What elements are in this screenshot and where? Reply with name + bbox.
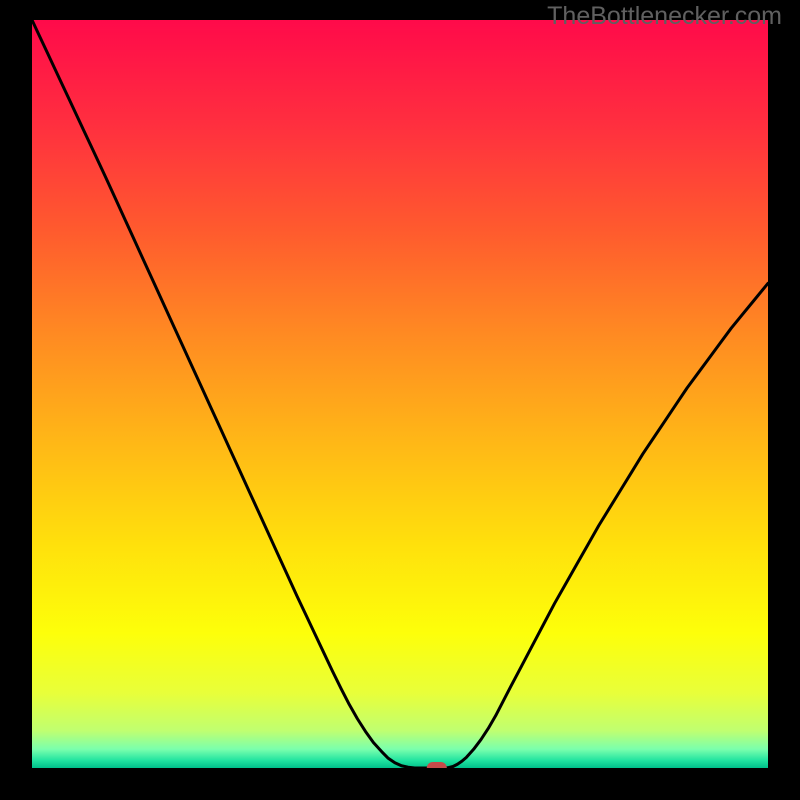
chart-svg [32, 20, 768, 768]
plot-area [32, 20, 768, 768]
optimal-point-marker [427, 762, 447, 768]
watermark-text: TheBottlenecker.com [547, 2, 782, 31]
gradient-background [32, 20, 768, 768]
chart-canvas: TheBottlenecker.com [0, 0, 800, 800]
